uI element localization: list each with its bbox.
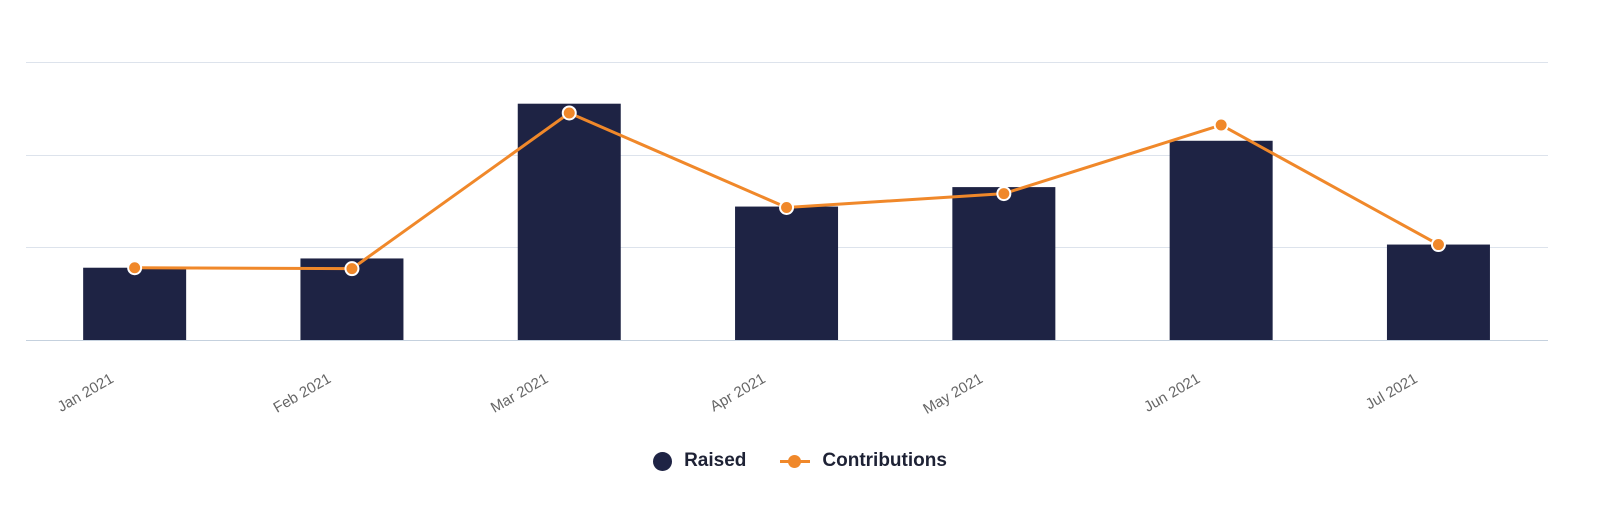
x-tick-label: Jul 2021 — [1363, 370, 1421, 413]
legend-raised-label: Raised — [684, 450, 747, 471]
point-contributions-5 — [996, 186, 1012, 202]
bar-raised-5 — [952, 187, 1056, 340]
legend-contributions-label: Contributions — [822, 450, 947, 471]
bar-raised-6 — [1169, 140, 1273, 340]
point-contributions-6 — [1213, 117, 1229, 133]
x-tick-label: Apr 2021 — [707, 370, 768, 415]
points-contributions — [127, 105, 1446, 277]
legend-item-contributions[interactable]: Contributions — [780, 450, 947, 472]
point-contributions-3 — [561, 105, 577, 121]
bar-raised-1 — [83, 267, 187, 340]
x-tick-label: Jan 2021 — [55, 370, 117, 416]
chart-legend: Raised Contributions — [0, 450, 1600, 472]
bars-raised — [83, 103, 1490, 340]
legend-contributions-marker-icon — [780, 452, 811, 471]
x-tick-labels: Jan 2021 Feb 2021 Mar 2021 Apr 2021 May 2021… — [55, 370, 1421, 418]
bar-raised-4 — [735, 206, 839, 340]
point-contributions-4 — [779, 199, 795, 215]
x-tick-label: Feb 2021 — [271, 370, 334, 416]
point-contributions-1 — [127, 260, 143, 276]
x-tick-label: Jun 2021 — [1141, 370, 1203, 416]
point-contributions-7 — [1430, 237, 1446, 253]
point-contributions-2 — [344, 261, 360, 277]
x-tick-label: May 2021 — [920, 370, 986, 418]
bar-raised-7 — [1386, 244, 1490, 340]
bar-raised-3 — [517, 103, 621, 340]
x-tick-label: Mar 2021 — [488, 370, 551, 416]
legend-item-raised[interactable]: Raised — [653, 450, 746, 472]
legend-raised-marker-icon — [653, 451, 673, 471]
